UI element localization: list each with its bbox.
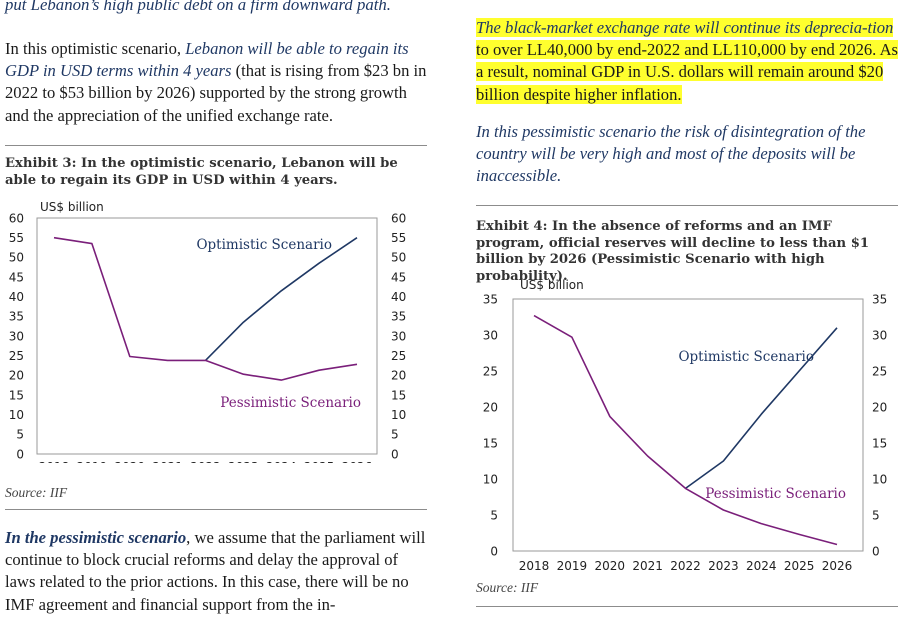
ex3-ytick-right: 5 xyxy=(391,428,399,442)
ex3-ytick-right: 30 xyxy=(391,329,406,343)
exhibit4-bottom-rule xyxy=(476,606,898,607)
ex3-optimistic-scenario-line xyxy=(204,237,358,361)
top-fragment: put Lebanon’s high public debt on a firm… xyxy=(5,0,391,14)
ex4-xtick: 2020 xyxy=(594,559,625,573)
rp1-rest: to over LL40,000 by end-2022 and LL110,0… xyxy=(476,40,899,104)
ex3-ytick-left: 10 xyxy=(9,408,24,422)
ex3-ytick-right: 10 xyxy=(391,408,406,422)
ex3-ytick-left: 20 xyxy=(9,369,24,383)
exhibit4-top-rule xyxy=(476,205,898,206)
ex4-xtick: 2018 xyxy=(519,559,550,573)
ex3-ytick-left: 15 xyxy=(9,388,24,402)
para-emphasis: Lebanon will be able to regain its GDP i… xyxy=(5,39,409,81)
ex4-ytick-right: 0 xyxy=(872,544,880,558)
para2-emphasis: In the pessimistic scenario xyxy=(5,528,187,547)
ex4-pessimistic-scenario-line xyxy=(533,314,838,546)
ex4-ytick-right: 10 xyxy=(872,472,887,486)
ex4-ytick-left: 35 xyxy=(483,292,498,306)
ex4-ytick-left: 30 xyxy=(483,328,498,342)
ex3-xtick: 2024 xyxy=(266,460,297,463)
ex3-plot-frame xyxy=(36,217,378,455)
ex4-xtick: 2022 xyxy=(670,559,701,573)
ex4-unit-label: US$ billion xyxy=(520,278,584,292)
ex4-ytick-left: 20 xyxy=(483,400,498,414)
ex3-ytick-right: 20 xyxy=(391,369,406,383)
ex4-optimistic-scenario-line xyxy=(685,327,838,490)
exhibit4-source: Source: IIF xyxy=(476,580,539,595)
ex4-ytick-right: 35 xyxy=(872,292,887,306)
exhibit4-title: Exhibit 4: In the absence of reforms and… xyxy=(476,219,870,284)
ex3-ytick-left: 5 xyxy=(16,428,24,442)
ex3-ytick-left: 60 xyxy=(9,211,24,225)
ex3-ytick-left: 50 xyxy=(9,251,24,265)
ex4-xtick: 2024 xyxy=(746,559,777,573)
ex4-xtick: 2021 xyxy=(632,559,663,573)
para2-rest: , we assume that the parliament will con… xyxy=(5,528,426,614)
ex4-optimistic-scenario-label: Optimistic Scenario xyxy=(678,349,814,365)
ex3-ytick-left: 35 xyxy=(9,310,24,324)
exhibit3-source: Source: IIF xyxy=(5,485,68,500)
ex4-ytick-right: 20 xyxy=(872,400,887,414)
ex3-ytick-right: 0 xyxy=(391,447,399,461)
ex3-pessimistic-scenario-line xyxy=(53,236,358,381)
ex3-ytick-right: 35 xyxy=(391,310,406,324)
ex4-xtick: 2023 xyxy=(708,559,739,573)
ex3-ytick-left: 0 xyxy=(16,447,24,461)
ex3-xtick: 2023 xyxy=(228,460,259,463)
disintegration-paragraph: In this pessimistic scenario the risk of… xyxy=(476,122,866,186)
ex4-ytick-right: 30 xyxy=(872,328,887,342)
ex3-xtick: 2019 xyxy=(77,460,108,463)
ex3-xtick: 2022 xyxy=(190,460,221,463)
ex3-xtick: 2021 xyxy=(152,460,183,463)
ex4-ytick-right: 15 xyxy=(872,436,887,450)
ex4-ytick-right: 5 xyxy=(872,508,880,522)
ex3-ytick-left: 55 xyxy=(9,231,24,245)
ex4-plot-frame xyxy=(512,298,864,552)
ex3-ytick-right: 55 xyxy=(391,231,406,245)
ex3-ytick-right: 45 xyxy=(391,270,406,284)
pessimistic-paragraph: In the pessimistic scenario, we assume t… xyxy=(5,527,427,616)
ex4-ytick-left: 15 xyxy=(483,436,498,450)
optimistic-paragraph: In this optimistic scenario, Lebanon wil… xyxy=(5,38,427,127)
ex3-ytick-right: 40 xyxy=(391,290,406,304)
ex3-xtick: 2020 xyxy=(114,460,145,463)
exhibit3-title: Exhibit 3: In the optimistic scenario, L… xyxy=(5,156,398,188)
ex4-ytick-left: 5 xyxy=(490,508,498,522)
ex3-ytick-right: 60 xyxy=(391,211,406,225)
ex3-xtick: 2026 xyxy=(342,460,373,463)
ex4-ytick-left: 10 xyxy=(483,472,498,486)
ex3-xtick: 2018 xyxy=(39,460,70,463)
ex4-ytick-left: 25 xyxy=(483,364,498,378)
ex4-pessimistic-scenario-label: Pessimistic Scenario xyxy=(705,486,846,502)
ex4-ytick-right: 25 xyxy=(872,364,887,378)
exchange-rate-paragraph: The black-market exchange rate will cont… xyxy=(476,17,899,106)
para-rest: (that is rising from $23 bn in 2022 to $… xyxy=(5,61,427,125)
exhibit3-bottom-rule xyxy=(5,509,427,510)
para-lead: In this optimistic scenario, xyxy=(5,39,186,58)
ex4-xtick: 2019 xyxy=(557,559,588,573)
ex3-ytick-right: 15 xyxy=(391,388,406,402)
exhibit3-top-rule xyxy=(5,145,427,146)
ex4-ytick-left: 0 xyxy=(490,544,498,558)
ex3-pessimistic-scenario-label: Pessimistic Scenario xyxy=(220,395,361,411)
ex3-ytick-left: 40 xyxy=(9,290,24,304)
ex4-xtick: 2026 xyxy=(822,559,853,573)
ex3-ytick-right: 50 xyxy=(391,251,406,265)
ex3-ytick-right: 25 xyxy=(391,349,406,363)
ex3-unit-label: US$ billion xyxy=(40,200,104,214)
ex3-ytick-left: 25 xyxy=(9,349,24,363)
rp1-emphasis: The black-market exchange rate will cont… xyxy=(476,18,894,37)
ex3-optimistic-scenario-label: Optimistic Scenario xyxy=(196,237,332,253)
ex3-xtick: 2025 xyxy=(304,460,335,463)
ex3-ytick-left: 30 xyxy=(9,329,24,343)
ex4-xtick: 2025 xyxy=(784,559,815,573)
ex3-ytick-left: 45 xyxy=(9,270,24,284)
